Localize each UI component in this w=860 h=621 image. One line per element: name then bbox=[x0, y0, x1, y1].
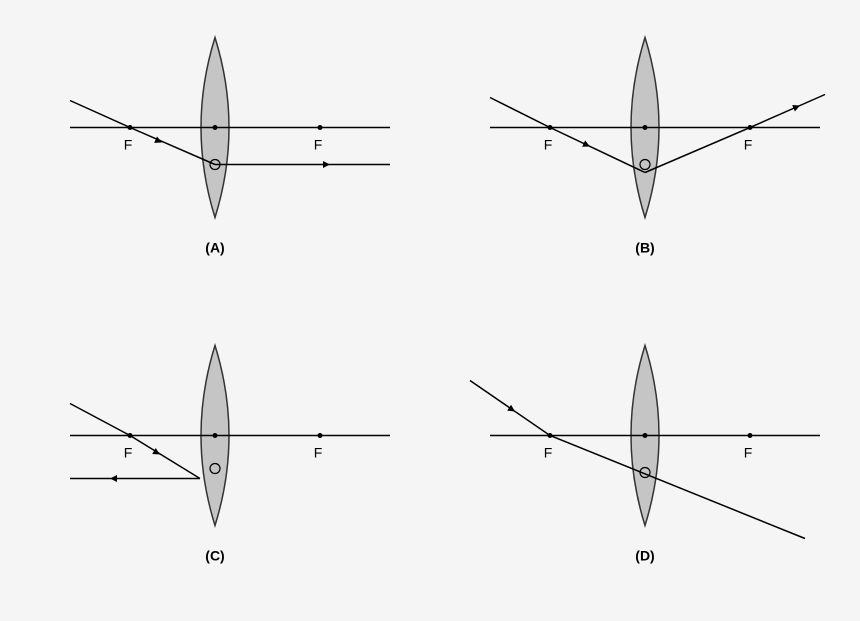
ray-0 bbox=[490, 98, 645, 173]
lens-diagram-a: F F (A) bbox=[0, 0, 430, 308]
panel-b: F F (B) bbox=[430, 0, 860, 308]
focal-point-dot bbox=[748, 125, 753, 130]
focal-point-dot bbox=[318, 125, 323, 130]
lens-diagram-b: F F (B) bbox=[430, 0, 860, 308]
panel-caption: (D) bbox=[635, 548, 654, 564]
panel-c: F F (C) bbox=[0, 308, 430, 616]
focal-point-dot bbox=[748, 433, 753, 438]
panel-a: F F (A) bbox=[0, 0, 430, 308]
panel-caption: (C) bbox=[205, 548, 224, 564]
panel-d: F F (D) bbox=[430, 308, 860, 616]
panel-caption: (B) bbox=[635, 240, 654, 256]
center-dot bbox=[213, 125, 218, 130]
focal-point-dot bbox=[128, 433, 133, 438]
center-dot bbox=[213, 433, 218, 438]
ray-0 bbox=[70, 101, 215, 165]
focal-point-dot bbox=[548, 433, 553, 438]
lens-diagram-d: F F (D) bbox=[430, 308, 860, 616]
focal-point-dot bbox=[548, 125, 553, 130]
ray-0 bbox=[70, 404, 200, 479]
focal-point-dot bbox=[318, 433, 323, 438]
focal-label: F bbox=[124, 445, 133, 461]
center-dot bbox=[643, 125, 648, 130]
focal-label: F bbox=[744, 137, 753, 153]
diagram-grid: F F (A) F F (B) F F (C) F F (D) bbox=[0, 0, 860, 606]
panel-caption: (A) bbox=[205, 240, 224, 256]
focal-label: F bbox=[744, 445, 753, 461]
lens-diagram-c: F F (C) bbox=[0, 308, 430, 616]
focal-point-dot bbox=[128, 125, 133, 130]
focal-label: F bbox=[124, 137, 133, 153]
focal-label: F bbox=[544, 445, 553, 461]
focal-label: F bbox=[544, 137, 553, 153]
center-dot bbox=[643, 433, 648, 438]
focal-label: F bbox=[314, 137, 323, 153]
focal-label: F bbox=[314, 445, 323, 461]
